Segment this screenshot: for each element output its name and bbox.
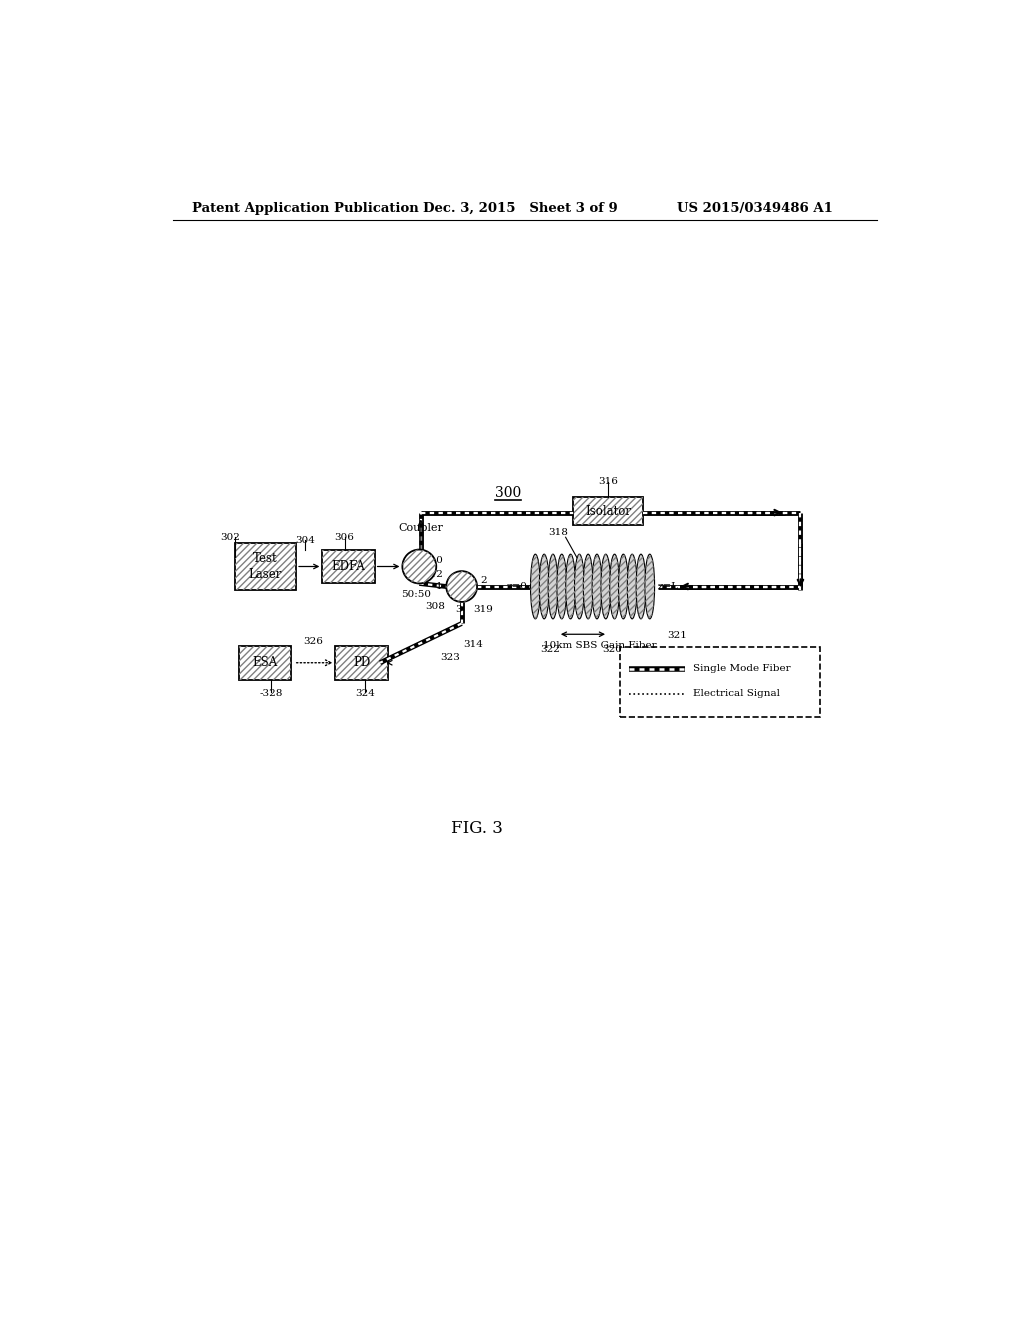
Text: 1: 1 xyxy=(436,582,442,591)
Ellipse shape xyxy=(618,554,628,619)
Ellipse shape xyxy=(628,554,637,619)
Text: 314: 314 xyxy=(463,640,483,648)
Text: 304: 304 xyxy=(295,536,315,545)
Text: 326: 326 xyxy=(303,636,324,645)
Text: Dec. 3, 2015   Sheet 3 of 9: Dec. 3, 2015 Sheet 3 of 9 xyxy=(423,202,617,215)
Text: 322: 322 xyxy=(541,645,560,655)
Ellipse shape xyxy=(548,554,558,619)
Text: 308: 308 xyxy=(425,602,444,611)
Ellipse shape xyxy=(565,554,575,619)
Ellipse shape xyxy=(584,554,593,619)
Text: Single Mode Fiber: Single Mode Fiber xyxy=(692,664,791,673)
Ellipse shape xyxy=(601,554,610,619)
Text: Test
Laser: Test Laser xyxy=(249,553,282,581)
Text: 10km SBS Gain Fiber: 10km SBS Gain Fiber xyxy=(544,640,657,649)
Circle shape xyxy=(446,572,477,602)
Text: z=0: z=0 xyxy=(507,582,527,591)
Text: Coupler: Coupler xyxy=(398,523,443,533)
Text: 320: 320 xyxy=(602,645,622,655)
Ellipse shape xyxy=(636,554,646,619)
Text: 302: 302 xyxy=(220,533,240,541)
Text: 312: 312 xyxy=(423,570,443,578)
Ellipse shape xyxy=(557,554,566,619)
Ellipse shape xyxy=(592,554,602,619)
Ellipse shape xyxy=(645,554,654,619)
Text: z=L: z=L xyxy=(657,582,679,591)
Text: Electrical Signal: Electrical Signal xyxy=(692,689,779,698)
Text: 3: 3 xyxy=(456,605,462,614)
Text: 50:50: 50:50 xyxy=(401,590,431,599)
Text: Patent Application Publication: Patent Application Publication xyxy=(193,202,419,215)
Bar xyxy=(573,498,643,525)
Text: 306: 306 xyxy=(335,533,354,541)
Text: EDFA: EDFA xyxy=(332,560,366,573)
Bar xyxy=(336,645,388,680)
Text: 316: 316 xyxy=(598,478,617,486)
Bar xyxy=(620,647,819,717)
Ellipse shape xyxy=(574,554,585,619)
Bar xyxy=(234,544,296,590)
Bar xyxy=(323,549,375,583)
Text: 310: 310 xyxy=(423,556,443,565)
Text: ESA: ESA xyxy=(253,656,278,669)
Text: 319: 319 xyxy=(473,605,494,614)
Ellipse shape xyxy=(540,554,549,619)
Text: 300: 300 xyxy=(495,486,521,500)
Bar xyxy=(240,645,292,680)
Text: 323: 323 xyxy=(440,653,460,661)
Text: 321: 321 xyxy=(668,631,687,640)
Text: PD: PD xyxy=(353,656,371,669)
Bar xyxy=(240,645,292,680)
Bar xyxy=(323,549,375,583)
Text: Isolator: Isolator xyxy=(585,504,631,517)
Text: 324: 324 xyxy=(355,689,376,698)
Ellipse shape xyxy=(530,554,541,619)
Text: FIG. 3: FIG. 3 xyxy=(452,820,503,837)
Text: US 2015/0349486 A1: US 2015/0349486 A1 xyxy=(677,202,834,215)
Text: 318: 318 xyxy=(548,528,568,537)
Bar xyxy=(336,645,388,680)
Circle shape xyxy=(402,549,436,583)
Text: -328: -328 xyxy=(260,689,284,698)
Bar xyxy=(573,498,643,525)
Bar xyxy=(234,544,296,590)
Ellipse shape xyxy=(609,554,620,619)
Text: 2: 2 xyxy=(480,576,487,585)
